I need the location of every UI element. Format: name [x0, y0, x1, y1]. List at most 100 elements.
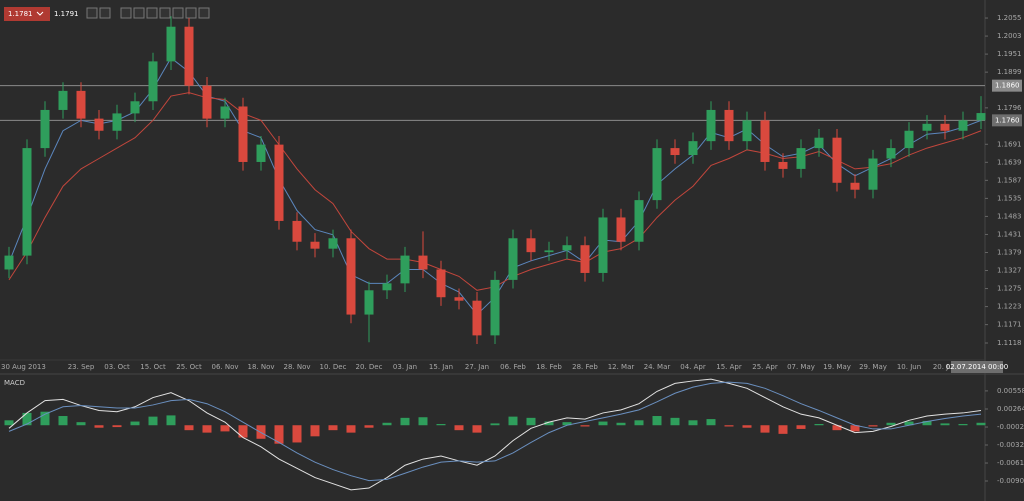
y-tick-label: 1.1951 — [997, 50, 1022, 58]
y-tick-label: 1.1379 — [997, 248, 1022, 256]
zoom-in-button[interactable] — [86, 7, 98, 19]
edit-button[interactable] — [185, 7, 197, 19]
histogram-bar — [4, 420, 14, 426]
candle-body — [202, 85, 212, 119]
histogram-bar — [400, 417, 410, 426]
candle-body — [778, 161, 788, 169]
candle-body — [454, 297, 464, 301]
candle-body — [76, 90, 86, 119]
y-tick-label: 1.1171 — [997, 321, 1022, 329]
histogram-bar — [256, 425, 266, 439]
zoom-out-button[interactable] — [99, 7, 111, 19]
candle-body — [616, 217, 626, 242]
y-tick-label: 1.1587 — [997, 176, 1022, 184]
x-tick-label: 10. Jun — [897, 363, 921, 371]
candle-body — [220, 106, 230, 119]
candle-body — [634, 200, 644, 242]
histogram-bar — [382, 422, 392, 426]
candle-body — [364, 290, 374, 315]
candle-body — [22, 148, 32, 256]
candle-body — [688, 141, 698, 156]
candle-body — [4, 255, 14, 270]
y-tick-label: -0.00906 — [997, 477, 1024, 485]
x-tick-label: 18. Nov — [247, 363, 274, 371]
candle-body — [670, 148, 680, 156]
panel-title: MACD — [4, 379, 25, 387]
x-tick-label: 27. Jan — [465, 363, 489, 371]
candle-body — [508, 238, 518, 280]
histogram-bar — [508, 416, 518, 426]
x-tick-label: 04. Apr — [680, 363, 706, 371]
histogram-bar — [706, 419, 716, 426]
y-tick-label: 1.1796 — [997, 104, 1022, 112]
x-tick-label: 03. Oct — [104, 363, 130, 371]
histogram-bar — [472, 425, 482, 433]
candle-body — [976, 113, 986, 121]
histogram-bar — [220, 425, 230, 432]
y-tick-label: -0.00321 — [997, 441, 1024, 449]
candle-body — [310, 241, 320, 249]
price-label: 1.1760 — [995, 116, 1020, 124]
y-tick-label: 1.2055 — [997, 14, 1022, 22]
histogram-bar — [166, 415, 176, 426]
histogram-bar — [580, 425, 590, 427]
histogram-bar — [328, 425, 338, 431]
settings-button[interactable] — [198, 7, 210, 19]
histogram-bar — [436, 424, 446, 426]
y-tick-label: 0.00558 — [997, 387, 1024, 395]
x-tick-label: 12. Mar — [608, 363, 635, 371]
candle-body — [94, 118, 104, 131]
indicators-button[interactable] — [146, 7, 158, 19]
candle-body — [526, 238, 536, 253]
candle-body — [598, 217, 608, 273]
histogram-bar — [850, 425, 860, 432]
candle-body — [166, 26, 176, 62]
line-series — [8, 381, 982, 482]
histogram-bar — [364, 425, 374, 428]
chart-type-button[interactable] — [133, 7, 145, 19]
histogram-bar — [544, 421, 554, 426]
candle-body — [436, 269, 446, 298]
histogram-bar — [922, 420, 932, 426]
histogram-bar — [814, 424, 824, 426]
y-tick-label: -0.00614 — [997, 459, 1024, 467]
histogram-bar — [274, 425, 284, 444]
y-tick-label: 1.1483 — [997, 212, 1022, 220]
line-series — [8, 378, 982, 491]
candle-body — [472, 300, 482, 336]
arrow-icon — [36, 11, 44, 16]
histogram-bar — [184, 425, 194, 431]
histogram-bar — [778, 425, 788, 434]
candle-body — [922, 123, 932, 131]
histogram-bar — [202, 425, 212, 433]
save-button[interactable] — [172, 7, 184, 19]
draw-button[interactable] — [159, 7, 171, 19]
price-label: 1.1860 — [995, 82, 1020, 90]
histogram-bar — [94, 425, 104, 428]
x-tick-label: 24. Mar — [644, 363, 671, 371]
candle-body — [562, 245, 572, 251]
candle-body — [130, 101, 140, 114]
histogram-bar — [976, 422, 986, 426]
candle-body — [940, 123, 950, 131]
histogram-bar — [238, 425, 248, 438]
x-tick-label: 28. Nov — [283, 363, 310, 371]
x-tick-label: 10. Dec — [320, 363, 347, 371]
x-tick-label: 06. Nov — [211, 363, 238, 371]
crosshair-button[interactable] — [120, 7, 132, 19]
x-tick-label: 25. Oct — [176, 363, 202, 371]
y-tick-label: 1.2003 — [997, 32, 1022, 40]
histogram-bar — [454, 425, 464, 431]
candle-body — [346, 238, 356, 315]
candle-body — [418, 255, 428, 270]
quote-box[interactable]: 1.1781 1.1791 — [4, 7, 79, 21]
candle-body — [490, 279, 500, 336]
ask: 1.1791 — [54, 10, 79, 18]
candle-body — [958, 120, 968, 131]
candle-body — [148, 61, 158, 102]
y-tick-label: 1.1327 — [997, 267, 1022, 275]
candle-body — [274, 144, 284, 221]
toolbar — [86, 7, 210, 19]
